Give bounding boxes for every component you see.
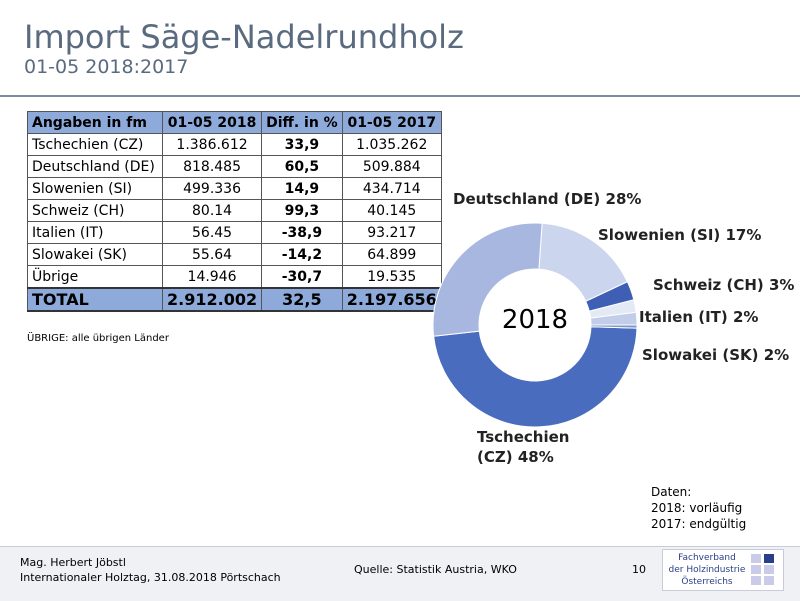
logo-square <box>751 565 761 574</box>
table-row: Deutschland (DE) 818.485 60,5 509.884 <box>27 155 442 178</box>
country-cell: Schweiz (CH) <box>27 199 163 222</box>
header-cell: Angaben in fm <box>27 111 163 134</box>
slice-label-ch: Schweiz (CH) 3% <box>653 276 795 294</box>
slice-cz <box>433 326 638 428</box>
notes-line: 2018: vorläufig <box>651 501 743 515</box>
logo-square <box>764 576 774 585</box>
value-2018-cell: 56.45 <box>161 221 263 244</box>
country-cell: Slowakei (SK) <box>27 243 163 266</box>
slice-label-it: Italien (IT) 2% <box>639 308 759 326</box>
total-2018-cell: 2.912.002 <box>161 287 263 312</box>
slice-label-sk: Slowakei (SK) 2% <box>642 346 790 364</box>
donut-center-label: 2018 <box>501 305 569 335</box>
slice-label-si: Slowenien (SI) 17% <box>598 226 762 244</box>
header-cell: 01-05 2017 <box>341 111 442 134</box>
logo-square <box>764 554 774 563</box>
diff-cell: -14,2 <box>261 243 343 266</box>
logo-text: Fachverband der Holzindustrie Österreich… <box>667 552 747 588</box>
footnote: ÜBRIGE: alle übrigen Länder <box>27 333 169 344</box>
logo-square <box>764 565 774 574</box>
value-2018-cell: 818.485 <box>161 155 263 178</box>
country-cell: Deutschland (DE) <box>27 155 163 178</box>
total-diff-cell: 32,5 <box>261 287 343 312</box>
slice-label-cz: Tschechien (CZ) 48% <box>477 428 570 466</box>
data-notes: Daten: 2018: vorläufig 2017: endgültig <box>651 484 746 532</box>
footer-author: Mag. Herbert Jöbstl Internationaler Holz… <box>20 555 281 585</box>
country-cell: Tschechien (CZ) <box>27 133 163 156</box>
logo-line: Fachverband <box>678 553 736 563</box>
page-title: Import Säge-Nadelrundholz <box>24 18 464 56</box>
slice-label-de: Deutschland (DE) 28% <box>453 190 642 208</box>
diff-cell: 33,9 <box>261 133 343 156</box>
logo-line: der Holzindustrie <box>668 565 746 575</box>
value-2017-cell: 64.899 <box>341 243 442 266</box>
total-2017-cell: 2.197.656 <box>341 287 442 312</box>
value-2017-cell: 40.145 <box>341 199 442 222</box>
logo-square <box>751 554 761 563</box>
logo-square <box>751 576 761 585</box>
table-row: Slowenien (SI) 499.336 14,9 434.714 <box>27 177 442 200</box>
country-cell: Slowenien (SI) <box>27 177 163 200</box>
page-number: 10 <box>632 563 646 576</box>
value-2017-cell: 93.217 <box>341 221 442 244</box>
value-2017-cell: 19.535 <box>341 265 442 289</box>
logo-line: Österreichs <box>681 577 733 587</box>
table-header-row: Angaben in fm 01-05 2018 Diff. in % 01-0… <box>27 111 442 134</box>
table-row: Tschechien (CZ) 1.386.612 33,9 1.035.262 <box>27 133 442 156</box>
notes-line: Daten: <box>651 485 692 499</box>
total-label-cell: TOTAL <box>27 287 163 312</box>
table-row: Slowakei (SK) 55.64 -14,2 64.899 <box>27 243 442 266</box>
notes-line: 2017: endgültig <box>651 517 747 531</box>
table-total-row: TOTAL 2.912.002 32,5 2.197.656 <box>27 287 442 312</box>
table-row: Schweiz (CH) 80.14 99,3 40.145 <box>27 199 442 222</box>
value-2017-cell: 1.035.262 <box>341 133 442 156</box>
country-cell: Italien (IT) <box>27 221 163 244</box>
import-table: Angaben in fm 01-05 2018 Diff. in % 01-0… <box>27 111 442 312</box>
title-divider <box>0 95 800 97</box>
footer-source: Quelle: Statistik Austria, WKO <box>354 563 517 576</box>
page-subtitle: 01-05 2018:2017 <box>24 56 189 78</box>
slice-de <box>432 222 543 337</box>
organization-logo: Fachverband der Holzindustrie Österreich… <box>662 549 784 591</box>
event-info: Internationaler Holztag, 31.08.2018 Pört… <box>20 571 281 584</box>
author-name: Mag. Herbert Jöbstl <box>20 556 126 569</box>
table-row: Italien (IT) 56.45 -38,9 93.217 <box>27 221 442 244</box>
value-2018-cell: 1.386.612 <box>161 133 263 156</box>
value-2018-cell: 55.64 <box>161 243 263 266</box>
